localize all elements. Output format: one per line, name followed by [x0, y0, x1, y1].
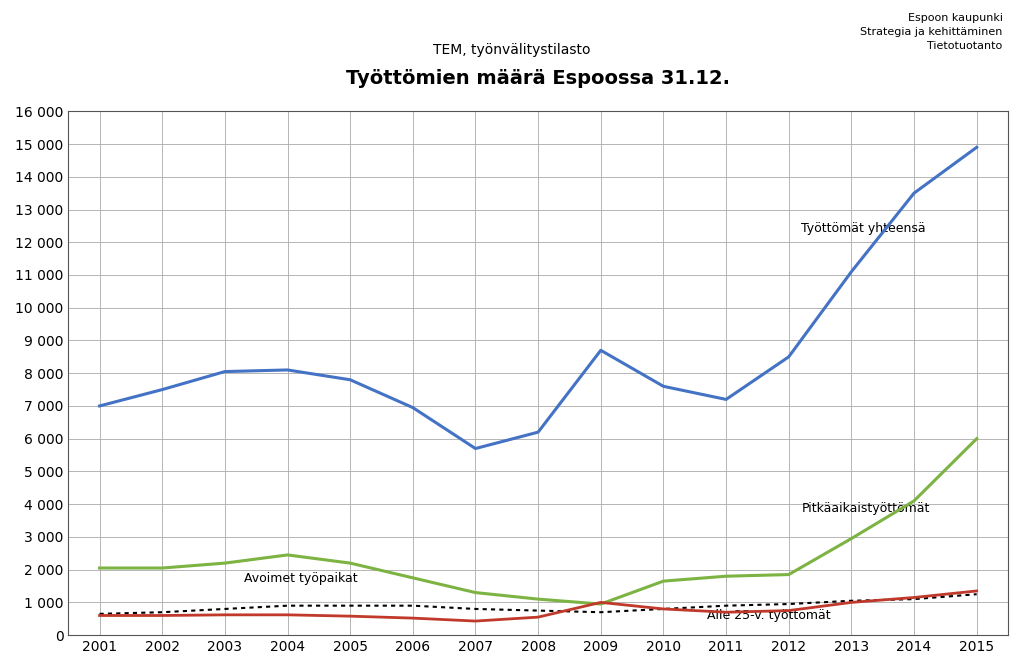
- Text: TEM, työnvälitystilasto: TEM, työnvälitystilasto: [433, 43, 590, 58]
- Title: Työttömien määrä Espoossa 31.12.: Työttömien määrä Espoossa 31.12.: [346, 68, 730, 88]
- Text: Työttömät yhteensä: Työttömät yhteensä: [801, 222, 926, 235]
- Text: Pitkäaikaistyöttömät: Pitkäaikaistyöttömät: [801, 502, 930, 515]
- Text: Alle 25-v. työttömät: Alle 25-v. työttömät: [707, 609, 831, 622]
- Text: Avoimet työpaikat: Avoimet työpaikat: [243, 572, 357, 585]
- Text: Espoon kaupunki
Strategia ja kehittäminen
Tietotuotanto: Espoon kaupunki Strategia ja kehittämine…: [860, 13, 1003, 52]
